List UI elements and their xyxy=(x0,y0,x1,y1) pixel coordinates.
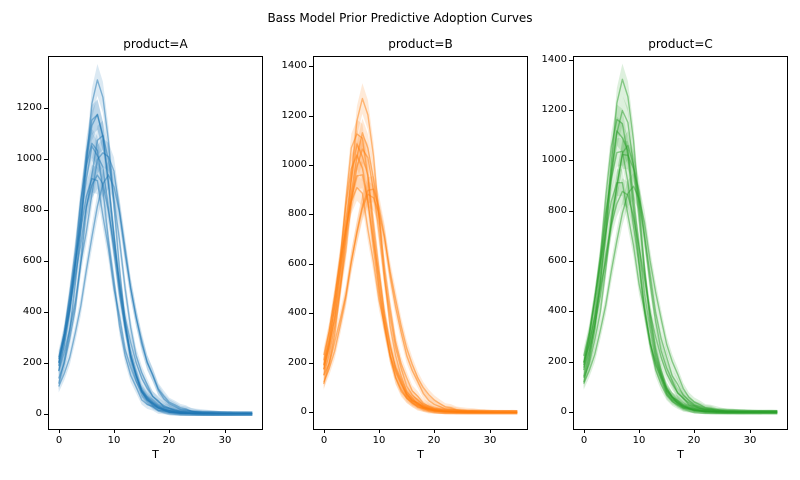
x-axis-label-c: T xyxy=(677,448,684,461)
y-tick-label: 1200 xyxy=(281,110,307,121)
x-tick-label: 0 xyxy=(55,435,63,446)
y-tick-mark xyxy=(44,363,48,364)
y-tick-mark xyxy=(309,313,313,314)
y-tick-mark xyxy=(309,264,313,265)
x-axis-label-a: T xyxy=(152,448,159,461)
x-tick-label: 0 xyxy=(320,435,328,446)
y-tick-mark xyxy=(44,108,48,109)
y-tick-label: 0 xyxy=(560,406,567,417)
prior-draw-band xyxy=(583,63,778,415)
y-tick-label: 800 xyxy=(547,205,567,216)
y-tick-mark xyxy=(44,312,48,313)
y-tick-mark xyxy=(569,261,573,262)
prior-draw-band xyxy=(323,129,518,415)
y-tick-mark xyxy=(309,165,313,166)
x-tick-label: 30 xyxy=(483,435,497,446)
y-tick-mark xyxy=(44,210,48,211)
y-tick-label: 200 xyxy=(287,357,307,368)
x-tick-mark xyxy=(324,429,325,433)
prior-draw-band xyxy=(58,99,253,416)
y-tick-label: 200 xyxy=(547,356,567,367)
y-tick-label: 400 xyxy=(287,307,307,318)
x-tick-mark xyxy=(225,429,226,433)
x-tick-mark xyxy=(694,429,695,433)
y-tick-label: 400 xyxy=(22,306,42,317)
x-tick-mark xyxy=(750,429,751,433)
figure-title: Bass Model Prior Predictive Adoption Cur… xyxy=(267,11,533,25)
prior-draw-line xyxy=(583,144,778,413)
y-tick-label: 1000 xyxy=(16,153,42,164)
y-tick-mark xyxy=(44,414,48,415)
x-tick-mark xyxy=(114,429,115,433)
x-tick-mark xyxy=(59,429,60,433)
x-tick-label: 0 xyxy=(580,435,588,446)
subplot-product-a: product=A T 0 200 400 600 800 1000 1200 0 10 20 30 xyxy=(17,37,263,461)
x-tick-mark xyxy=(584,429,585,433)
x-tick-mark xyxy=(434,429,435,433)
subplot-product-c: product=C T 0 200 400 600 800 1000 1200 1400 0 10… xyxy=(542,37,788,461)
y-tick-label: 600 xyxy=(547,255,567,266)
prior-draw-band xyxy=(58,64,253,416)
prior-draw-line xyxy=(58,134,253,415)
x-tick-mark xyxy=(639,429,640,433)
y-tick-mark xyxy=(309,116,313,117)
y-tick-mark xyxy=(569,211,573,212)
x-tick-label: 10 xyxy=(372,435,386,446)
y-tick-label: 1400 xyxy=(281,60,307,71)
y-tick-label: 1400 xyxy=(541,54,567,65)
y-tick-mark xyxy=(44,159,48,160)
x-tick-mark xyxy=(490,429,491,433)
plot-area-c xyxy=(583,63,778,415)
subplot-product-b: product=B T 0 200 400 600 800 1000 1200 1400 0 10… xyxy=(282,37,528,461)
y-tick-mark xyxy=(569,60,573,61)
plot-area-a xyxy=(58,64,253,416)
x-tick-mark xyxy=(379,429,380,433)
plot-area-b xyxy=(323,83,518,415)
x-tick-label: 20 xyxy=(427,435,441,446)
x-tick-label: 30 xyxy=(743,435,757,446)
y-tick-mark xyxy=(569,110,573,111)
prior-draw-band xyxy=(323,181,518,415)
prior-draw-line xyxy=(323,133,518,413)
x-tick-label: 10 xyxy=(107,435,121,446)
y-tick-mark xyxy=(569,412,573,413)
prior-draw-band xyxy=(583,137,778,415)
x-tick-label: 20 xyxy=(687,435,701,446)
y-tick-mark xyxy=(569,362,573,363)
y-tick-mark xyxy=(44,261,48,262)
y-tick-label: 0 xyxy=(35,408,42,419)
x-tick-mark xyxy=(169,429,170,433)
x-axis-label-b: T xyxy=(417,448,424,461)
y-tick-label: 1000 xyxy=(281,159,307,170)
y-tick-label: 600 xyxy=(22,255,42,266)
y-tick-mark xyxy=(569,160,573,161)
y-tick-mark xyxy=(309,214,313,215)
y-tick-label: 800 xyxy=(22,204,42,215)
y-tick-mark xyxy=(309,412,313,413)
subplot-b-title: product=B xyxy=(388,37,453,51)
prior-draw-band xyxy=(583,169,778,415)
y-tick-label: 1000 xyxy=(541,154,567,165)
x-tick-label: 20 xyxy=(162,435,176,446)
y-tick-mark xyxy=(569,311,573,312)
y-tick-label: 1200 xyxy=(16,102,42,113)
x-tick-label: 30 xyxy=(218,435,232,446)
y-tick-mark xyxy=(309,66,313,67)
subplot-a-title: product=A xyxy=(123,37,188,51)
y-tick-mark xyxy=(309,363,313,364)
y-tick-label: 800 xyxy=(287,208,307,219)
x-tick-label: 10 xyxy=(632,435,646,446)
y-tick-label: 200 xyxy=(22,357,42,368)
y-tick-label: 0 xyxy=(300,406,307,417)
subplot-c-title: product=C xyxy=(648,37,713,51)
y-tick-label: 1200 xyxy=(541,104,567,115)
y-tick-label: 400 xyxy=(547,305,567,316)
y-tick-label: 600 xyxy=(287,258,307,269)
